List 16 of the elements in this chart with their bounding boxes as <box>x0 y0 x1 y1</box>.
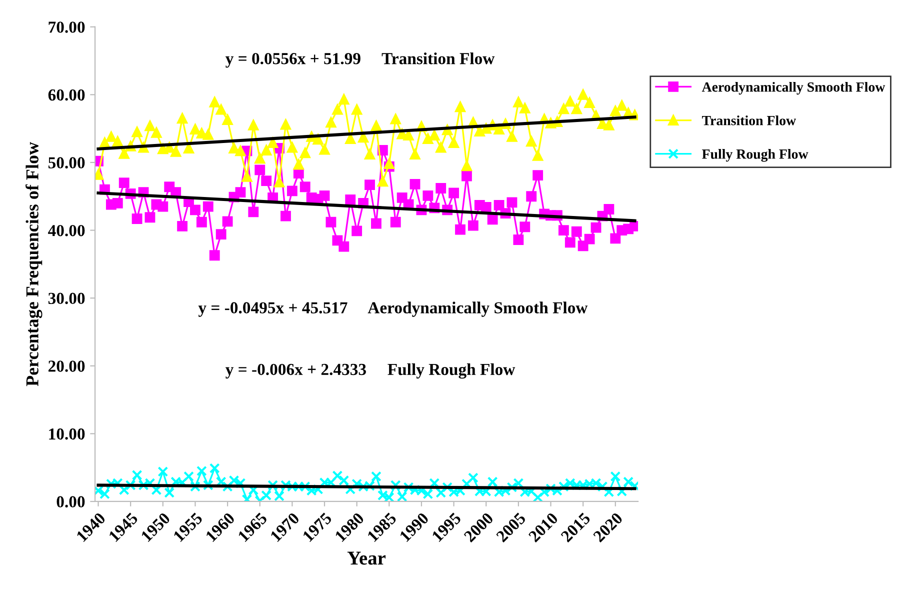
y-axis-title: Percentage Frequencies of Flow <box>26 142 42 386</box>
annotation: y = -0.0495x + 45.517 Aerodynamically Smooth Flow <box>198 302 588 317</box>
legend-label: Fully Rough Flow <box>702 149 808 162</box>
y-tick-label: 10.00 <box>49 428 85 440</box>
y-tick-label: 70.00 <box>48 22 85 33</box>
y-tick-label: 60.00 <box>48 89 85 101</box>
legend-label: Aerodynamically Smooth Flow <box>702 82 886 95</box>
y-tick-label: 50.00 <box>48 157 85 168</box>
y-tick-label: 40.00 <box>48 224 85 236</box>
x-axis-title: Year <box>347 552 386 565</box>
y-tick-label: 20.00 <box>48 360 85 372</box>
annotation: y = -0.006x + 2.4333 Fully Rough Flow <box>226 363 516 379</box>
y-tick-label: 0.00 <box>56 496 85 508</box>
y-tick-label: 30.00 <box>48 292 85 304</box>
legend-label: Transition Flow <box>702 116 796 126</box>
annotation: y = 0.0556x + 51.99 Transition Flow <box>226 52 495 68</box>
